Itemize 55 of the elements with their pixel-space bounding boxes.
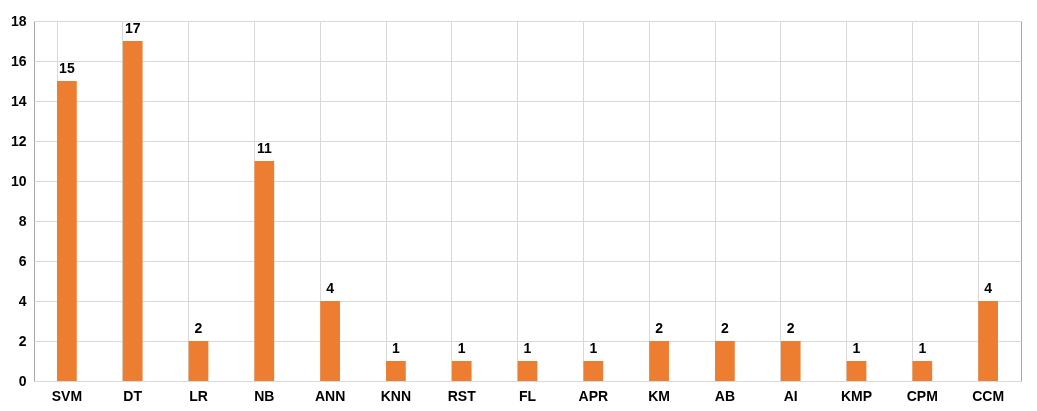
y-tick-label: 12 [10, 132, 27, 149]
bar [517, 361, 538, 381]
y-tick-label: 8 [18, 212, 27, 229]
data-label: 1 [392, 340, 400, 356]
bar [122, 41, 143, 381]
data-label: 2 [194, 320, 203, 336]
bar [188, 341, 209, 381]
bar [715, 341, 735, 381]
x-tick-label: ANN [314, 387, 346, 404]
y-tick-label: 6 [18, 252, 27, 269]
x-tick-label: FL [518, 387, 537, 404]
data-label: 1 [852, 340, 861, 356]
y-tick-label: 16 [10, 52, 27, 69]
data-label: 4 [326, 280, 335, 296]
bar [649, 341, 669, 381]
data-label: 15 [59, 60, 75, 76]
x-tick-label: KMP [840, 387, 873, 404]
bar [386, 361, 406, 381]
x-tick-label: CCM [972, 387, 1005, 404]
data-label: 2 [721, 320, 729, 336]
data-label: 1 [589, 340, 598, 356]
y-tick-label: 2 [18, 332, 27, 349]
y-tick-label: 14 [10, 92, 27, 109]
data-label: 17 [124, 20, 141, 36]
bar [583, 361, 604, 381]
x-tick-label: DT [123, 387, 143, 404]
data-label: 1 [918, 340, 927, 356]
bar [912, 361, 933, 381]
bar [780, 341, 801, 381]
x-tick-label: AI [783, 387, 798, 404]
x-tick-label: RST [447, 387, 477, 404]
x-tick-label: KNN [380, 387, 412, 404]
y-tick-label: 10 [10, 172, 27, 189]
bar [57, 81, 77, 381]
bar [451, 361, 472, 381]
x-tick-label: KM [648, 387, 670, 404]
bar [254, 161, 275, 381]
y-tick-label: 4 [18, 292, 27, 309]
x-tick-label: LR [189, 387, 208, 404]
y-tick-label: 0 [18, 372, 27, 389]
bar [978, 301, 998, 381]
x-tick-label: NB [254, 387, 275, 404]
x-tick-label: CPM [906, 387, 938, 404]
x-tick-label: AB [714, 387, 736, 404]
x-tick-label: APR [578, 387, 609, 404]
data-label: 1 [457, 340, 466, 356]
data-label: 2 [786, 320, 795, 336]
bar [846, 361, 867, 381]
data-label: 1 [523, 340, 532, 356]
bar [320, 301, 340, 381]
data-label: 11 [256, 140, 272, 156]
data-label: 2 [655, 320, 664, 336]
y-tick-label: 18 [10, 12, 27, 29]
x-tick-label: SVM [51, 387, 83, 404]
data-label: 4 [984, 280, 993, 296]
